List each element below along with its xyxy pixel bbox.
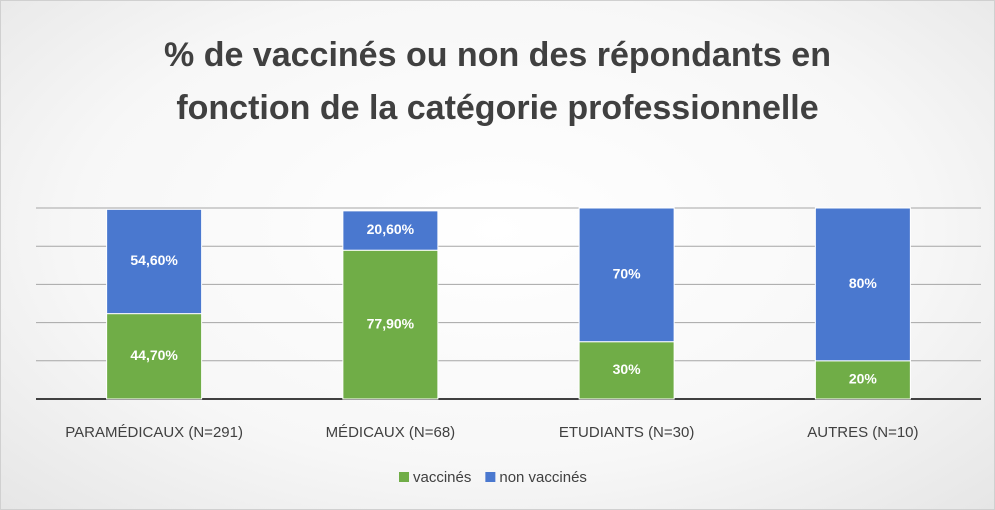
data-label: 20,60%	[367, 221, 415, 237]
data-label: 80%	[849, 275, 878, 291]
x-tick-label: ETUDIANTS (N=30)	[559, 424, 694, 441]
x-tick-label: MÉDICAUX (N=68)	[326, 424, 456, 441]
bar-segment	[578, 207, 675, 343]
data-label: 70%	[613, 266, 642, 282]
legend-swatch	[399, 472, 409, 482]
bar-segment	[814, 360, 911, 400]
bar-segment	[106, 208, 203, 315]
bar-segment	[106, 313, 203, 400]
data-label: 44,70%	[130, 347, 178, 363]
x-tick-label: PARAMÉDICAUX (N=291)	[65, 424, 243, 441]
legend-label: non vaccinés	[499, 469, 587, 486]
data-label: 30%	[613, 361, 642, 377]
x-tick-label: AUTRES (N=10)	[807, 424, 918, 441]
bar-segment	[342, 210, 439, 251]
legend-swatch	[485, 472, 496, 482]
bar-segment	[814, 207, 911, 362]
legend-label: vaccinés	[413, 469, 471, 486]
data-label: 77,90%	[367, 315, 415, 331]
data-label: 54,60%	[130, 252, 178, 268]
data-label: 20%	[849, 371, 878, 387]
bar-segment	[578, 341, 675, 400]
chart-title: % de vaccinés ou non des répondants en f…	[164, 36, 831, 127]
